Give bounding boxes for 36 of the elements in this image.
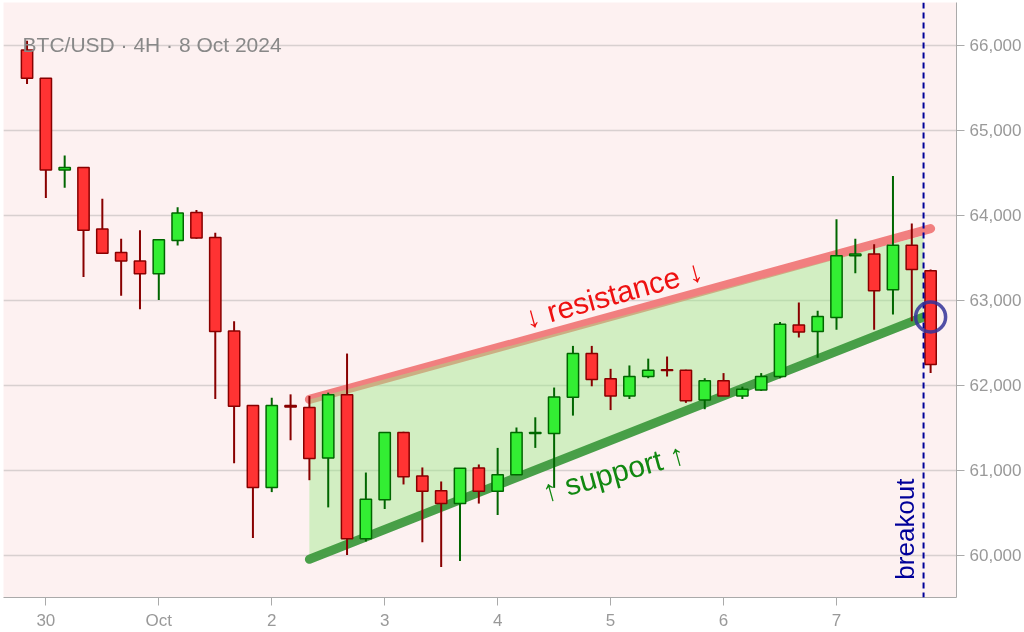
candlestick [415,466,429,544]
candlestick [848,237,862,275]
candlestick [284,393,297,442]
candlestick [604,367,617,412]
x-tick-label: Oct [145,610,173,630]
candlestick [641,357,655,380]
y-tick-label: 60,000 [969,546,1022,565]
candlestick [698,377,712,411]
candlestick [434,480,448,568]
candlestick [491,446,505,517]
candlestick [114,237,128,297]
candlestick [623,364,636,401]
y-tick-label: 64,000 [969,206,1022,225]
y-tick-label: 65,000 [969,121,1022,140]
x-tick-label: 6 [718,610,729,630]
x-tick-label: 30 [36,610,56,630]
candlestick [58,154,72,189]
x-tick-label: 3 [379,610,390,630]
candlestick [528,416,542,449]
annotation: ↑ support ↑ [538,437,689,509]
candlestick [792,301,806,339]
candlestick [133,229,147,311]
annotation: ↓ resistance ↓ [520,253,707,335]
x-tick-label: 2 [267,610,277,630]
candlestick [811,309,825,359]
x-tick-label: 7 [831,610,842,630]
text: BTC/USD · 4H · 8 Oct 2024 [22,32,282,56]
y-tick-label: 63,000 [969,291,1022,310]
x-tick-label: 5 [605,610,616,630]
ref-line-label: breakout [889,477,920,580]
candlestick [717,372,730,398]
y-tick-label: 66,000 [969,36,1022,55]
candlestick [472,463,486,505]
y-tick-label: 62,000 [969,376,1022,395]
y-tick-label: 61,000 [969,461,1022,480]
x-tick-label: 4 [492,610,503,630]
